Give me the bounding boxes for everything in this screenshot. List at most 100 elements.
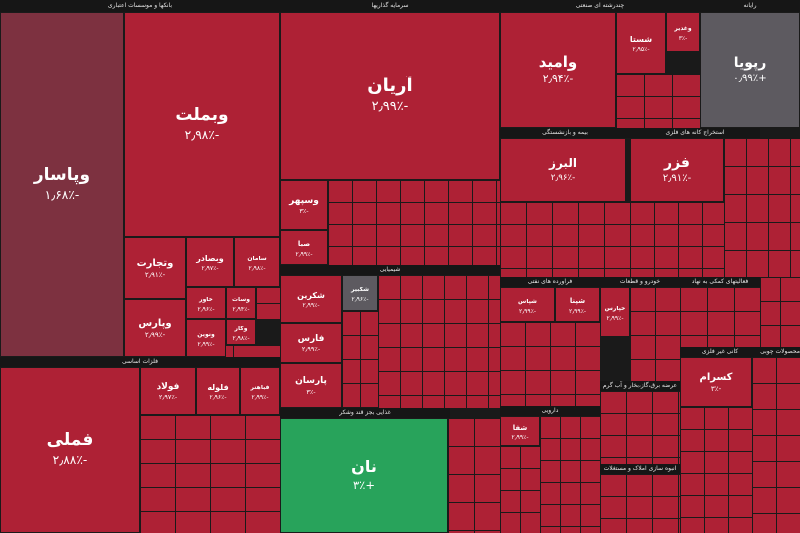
small-tiles-grid [342, 311, 378, 408]
tile-symbol: شفا [512, 423, 528, 432]
treemap-tile[interactable]: فولاد -۲٫۹۷٪ [140, 367, 196, 415]
tile-change: -۳٪ [678, 35, 688, 42]
treemap-tile[interactable]: صبا -۲٫۹۹٪ [280, 230, 328, 265]
tile-change: -۲٫۹۹٪ [295, 250, 313, 258]
treemap-tile[interactable]: سامان -۲٫۹۸٪ [234, 237, 280, 287]
tile-symbol: وغدیر [674, 26, 692, 33]
treemap-tile[interactable]: خپارس -۲٫۹۹٪ [600, 287, 630, 337]
tile-change: -۲٫۹۷٪ [158, 394, 178, 401]
tile-symbol: فملی [46, 431, 94, 451]
treemap-tile[interactable]: وتجارت -۲٫۹۱٪ [124, 237, 186, 299]
treemap-tile[interactable]: وبملت -۲٫۹۸٪ [124, 12, 280, 237]
sector-label: سرمایه گذاریها [280, 0, 500, 12]
tile-symbol: خپارس [604, 306, 626, 313]
tile-symbol: فولاد [156, 381, 180, 392]
sector-label: کانی غیر فلزی [680, 347, 760, 357]
tile-change: -۲٫۸۸٪ [52, 453, 88, 467]
tile-symbol: وامید [538, 53, 578, 71]
sector-label: شیمیایی [280, 265, 500, 275]
treemap-tile[interactable]: شفا -۲٫۹۹٪ [500, 416, 540, 446]
treemap-tile[interactable]: شپنا -۲٫۹۹٪ [555, 287, 600, 322]
treemap-tile[interactable]: خاور -۲٫۹۶٪ [186, 287, 226, 319]
tile-change: -۲٫۹۴٪ [232, 306, 250, 313]
sector-label: بانکها و موسسات اعتباری [0, 0, 280, 12]
tile-change: -۲٫۹۹٪ [511, 434, 529, 441]
tile-symbol: وسپهر [289, 195, 319, 206]
small-tiles-grid [680, 287, 760, 347]
sector-label: رایانه [700, 0, 800, 12]
sector-label: خودرو و قطعات [600, 277, 680, 287]
treemap-tile[interactable]: آریان -۲٫۹۹٪ [280, 12, 500, 180]
tile-change: -۲٫۹۶٪ [351, 296, 369, 303]
tile-symbol: البرز [549, 157, 577, 171]
sector-label: فلزات اساسی [0, 357, 280, 367]
tile-symbol: خاور [199, 297, 213, 304]
tile-symbol: فارس [297, 333, 325, 344]
sector-label: انبوه سازی املاک و مستغلات [600, 464, 680, 474]
tile-symbol: فباهنر [250, 385, 270, 392]
tile-symbol: وتجارت [136, 257, 174, 269]
treemap-tile[interactable]: وپاسار -۱٫۶۸٪ [0, 12, 124, 357]
small-tiles-grid [140, 415, 280, 533]
tile-symbol: صبا [297, 240, 311, 249]
tile-symbol: وسات [232, 297, 250, 304]
treemap-tile[interactable]: وکار -۲٫۹۸٪ [226, 319, 256, 345]
small-tiles-grid [256, 287, 280, 319]
treemap-tile[interactable]: ونوین -۲٫۹۹٪ [186, 319, 226, 357]
treemap-tile[interactable]: فزر -۲٫۹۱٪ [630, 138, 724, 202]
tile-change: -۲٫۹۹٪ [518, 307, 536, 315]
treemap-tile[interactable]: شکرین -۲٫۹۹٪ [280, 275, 342, 323]
tile-symbol: وبصادر [196, 253, 224, 263]
tile-symbol: کسرام [699, 371, 733, 383]
tile-change: -۲٫۹۸٪ [232, 335, 250, 342]
treemap-tile[interactable]: رپویا +۰٫۹۹٪ [700, 12, 800, 128]
treemap-tile[interactable]: وپارس -۲٫۹۹٪ [124, 299, 186, 357]
treemap-tile[interactable]: وسات -۲٫۹۴٪ [226, 287, 256, 319]
tile-change: -۲٫۹۵٪ [632, 46, 650, 53]
treemap-tile[interactable]: وسپهر -۳٪ [280, 180, 328, 230]
small-tiles-grid [500, 322, 600, 406]
treemap-tile[interactable]: شستا -۲٫۹۵٪ [616, 12, 666, 74]
tile-change: -۲٫۹۹٪ [144, 331, 166, 339]
tile-change: -۲٫۹۹٪ [371, 99, 409, 114]
small-tiles-grid [500, 202, 630, 277]
tile-symbol: وپاسار [33, 165, 91, 185]
sector-label: عرضه برق،گاز،بخار و آب گرم [600, 381, 680, 391]
treemap-tile[interactable]: کسرام -۳٪ [680, 357, 752, 407]
tile-symbol: شکبیر [350, 287, 370, 294]
tile-symbol: شپاس [518, 298, 537, 305]
treemap-tile[interactable]: فارس -۲٫۹۹٪ [280, 323, 342, 363]
tile-change: -۲٫۹۹٪ [606, 315, 624, 322]
treemap-tile[interactable]: فلوله -۲٫۹۶٪ [196, 367, 240, 415]
sector-label: فراورده های نفتی [500, 277, 600, 287]
small-tiles-grid [540, 416, 600, 533]
tile-change: -۲٫۹۶٪ [197, 306, 215, 313]
treemap-tile[interactable]: وبصادر -۲٫۹۷٪ [186, 237, 234, 287]
small-tiles-grid [616, 74, 700, 128]
treemap-tile[interactable]: شپاس -۲٫۹۹٪ [500, 287, 555, 322]
small-tiles-grid [600, 391, 680, 464]
tile-symbol: شپنا [569, 297, 586, 306]
tile-symbol: وپارس [138, 317, 172, 329]
tile-change: -۲٫۹۹٪ [197, 341, 215, 348]
sector-label: بیمه و بازنشستگی [500, 128, 630, 138]
small-tiles-grid [378, 275, 500, 408]
treemap-tile[interactable]: وغدیر -۳٪ [666, 12, 700, 52]
tile-change: -۲٫۹۶٪ [209, 394, 227, 401]
tile-change: -۲٫۹۸٪ [248, 265, 266, 272]
small-tiles-grid [680, 407, 752, 533]
tile-change: -۲٫۹۹٪ [301, 346, 321, 353]
treemap-tile[interactable]: البرز -۲٫۹۶٪ [500, 138, 626, 202]
treemap-tile[interactable]: فباهنر -۲٫۹۹٪ [240, 367, 280, 415]
treemap-tile[interactable]: وامید -۲٫۹۴٪ [500, 12, 616, 128]
treemap-tile[interactable]: پارسان -۳٪ [280, 363, 342, 408]
small-tiles-grid [760, 277, 800, 347]
tile-symbol: پارسان [295, 376, 327, 387]
tile-symbol: سامان [247, 256, 267, 263]
tile-symbol: وبملت [175, 105, 229, 125]
treemap-tile[interactable]: نان +۳٪ [280, 418, 448, 533]
treemap-tile[interactable]: فملی -۲٫۸۸٪ [0, 367, 140, 533]
treemap-tile[interactable]: شکبیر -۲٫۹۶٪ [342, 275, 378, 311]
tile-change: -۲٫۹۱٪ [144, 271, 166, 279]
